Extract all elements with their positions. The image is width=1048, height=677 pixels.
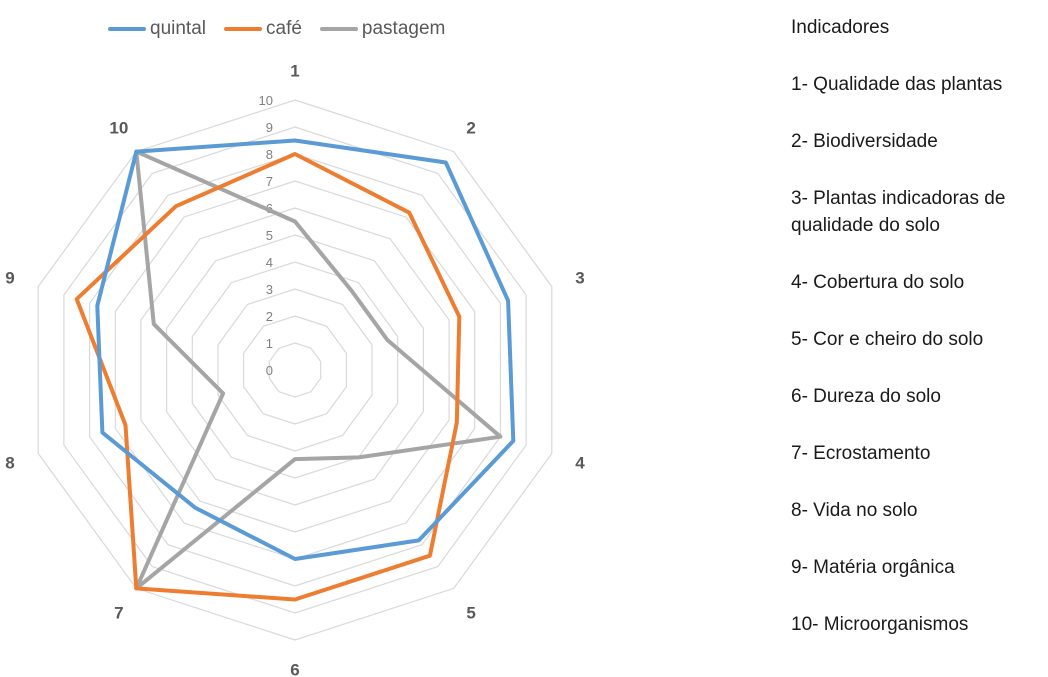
radial-tick-label: 8: [266, 147, 273, 162]
indicator-item: 4- Cobertura do solo: [791, 272, 965, 293]
category-label: 6: [290, 661, 299, 677]
indicator-item: 5- Cor e cheiro do solo: [791, 329, 984, 350]
category-label: 10: [109, 119, 128, 138]
indicator-item: 3- Plantas indicadoras de qualidade do s…: [791, 188, 1006, 236]
legend-swatch-cafe: [224, 27, 262, 31]
legend-label-quintal: quintal: [150, 18, 206, 39]
legend-swatch-quintal: [108, 27, 146, 31]
indicator-item: 8- Vida no solo: [791, 500, 918, 521]
grid-ring: [243, 315, 347, 425]
indicator-item: 7- Ecrostamento: [791, 443, 931, 464]
category-label: 3: [575, 268, 584, 287]
grid-ring: [268, 342, 322, 398]
indicator-item: 6- Dureza do solo: [791, 386, 941, 407]
radial-tick-label: 4: [266, 255, 273, 270]
radial-tick-label: 5: [266, 228, 273, 243]
radial-tick-label: 1: [266, 336, 273, 351]
legend-item-pastagem: pastagem: [319, 18, 446, 40]
category-label: 5: [466, 603, 475, 622]
category-label: 4: [575, 454, 585, 473]
category-label: 1: [290, 61, 299, 80]
legend-label-cafe: café: [266, 18, 302, 39]
category-label: 7: [114, 603, 123, 622]
category-label: 9: [5, 268, 14, 287]
legend-label-pastagem: pastagem: [361, 18, 446, 39]
indicator-item: 1- Qualidade das plantas: [791, 74, 1003, 95]
series-lines: [74, 138, 516, 602]
radial-tick-label: 0: [266, 363, 273, 378]
series-line-pastagem: [134, 149, 503, 591]
indicator-item: 9- Matéria orgânica: [791, 557, 955, 578]
indicator-item: 10- Microorganismos: [791, 614, 969, 635]
grid-ring: [63, 126, 527, 614]
radial-tick-label: 3: [266, 282, 273, 297]
grid-ring: [140, 207, 450, 533]
radial-tick-label: 7: [266, 174, 273, 189]
category-label: 2: [466, 119, 475, 138]
grid-ring: [37, 99, 553, 641]
legend-swatch-pastagem: [319, 27, 358, 31]
radial-tick-label: 2: [266, 309, 273, 324]
chart-legend: quintal café pastagem: [108, 18, 445, 40]
grid-ring: [88, 153, 501, 587]
grid-ring: [191, 261, 399, 479]
radial-tick-label: 10: [259, 93, 273, 108]
indicator-item: 2- Biodiversidade: [791, 131, 938, 152]
grid-ring: [217, 288, 373, 452]
series-line-quintal: [95, 138, 516, 561]
indicators-title: Indicadores: [791, 17, 890, 38]
category-label: 8: [5, 454, 14, 473]
legend-item-cafe: café: [224, 18, 302, 40]
legend-item-quintal: quintal: [108, 18, 206, 40]
indicators-list: Indicadores 1- Qualidade das plantas 2- …: [791, 14, 1048, 668]
radial-tick-label: 9: [266, 120, 273, 135]
series-line-cafe: [74, 152, 462, 602]
grid-ring: [166, 234, 424, 506]
